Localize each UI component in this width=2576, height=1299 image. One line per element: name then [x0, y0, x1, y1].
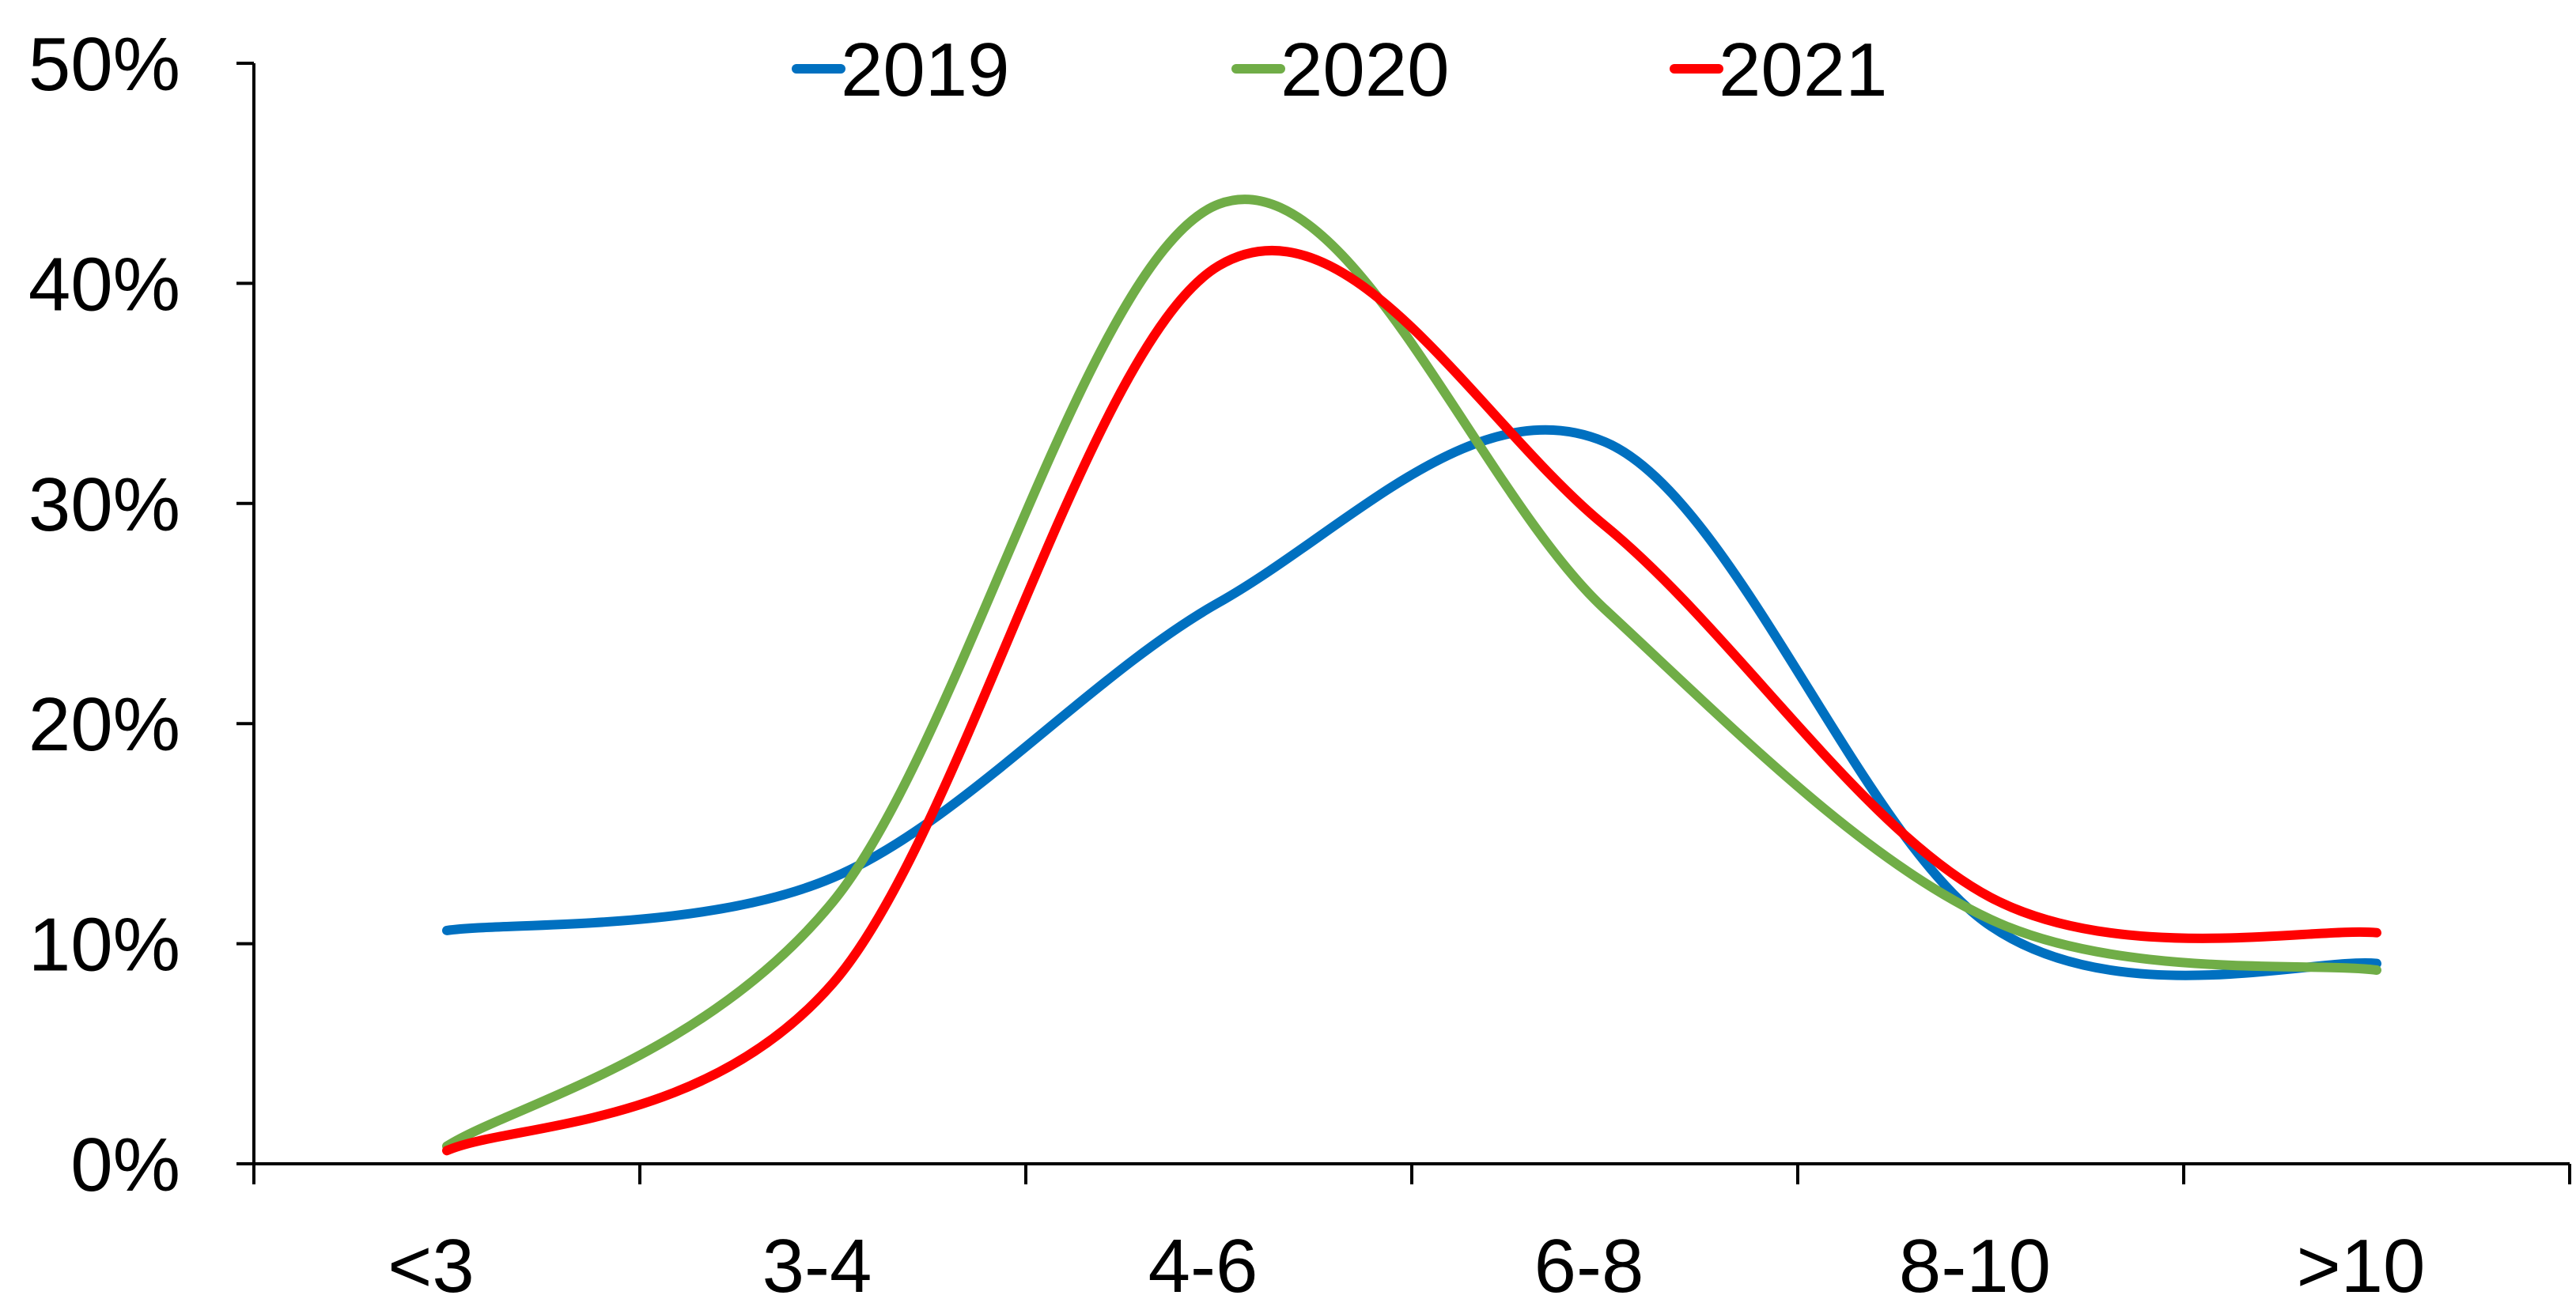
x-tick-label: <3 [388, 1224, 474, 1299]
x-tick-label: 6-8 [1534, 1224, 1644, 1299]
series-line-2020 [442, 194, 2381, 1151]
legend-item-2019: 2019 [792, 28, 1010, 112]
x-tick-label: >10 [2297, 1224, 2426, 1299]
legend-label: 2019 [841, 28, 1010, 112]
y-tick-label: 50% [28, 22, 180, 107]
series-line-2021 [442, 245, 2381, 1156]
y-tick-label: 10% [28, 903, 180, 987]
legend-label: 2020 [1280, 28, 1450, 112]
x-axis: <3 3-4 4-6 6-8 8-10 >10 [252, 1162, 2571, 1299]
y-tick-label: 20% [28, 682, 180, 767]
series-lines [442, 194, 2381, 1156]
legend-item-2021: 2021 [1670, 28, 1888, 112]
y-tick-label: 40% [28, 242, 180, 327]
x-tick-label: 4-6 [1148, 1224, 1258, 1299]
x-tick-label: 3-4 [762, 1224, 872, 1299]
y-tick-label: 30% [28, 463, 180, 547]
series-line-2019 [442, 425, 2381, 980]
legend-item-2020: 2020 [1231, 28, 1450, 112]
x-tick-label: 8-10 [1899, 1224, 2051, 1299]
legend: 2019 2020 2021 [792, 28, 1888, 112]
y-axis: 0% 10% 20% 30% 40% 50% [28, 22, 255, 1207]
y-tick-label: 0% [70, 1123, 180, 1207]
legend-label: 2021 [1719, 28, 1888, 112]
